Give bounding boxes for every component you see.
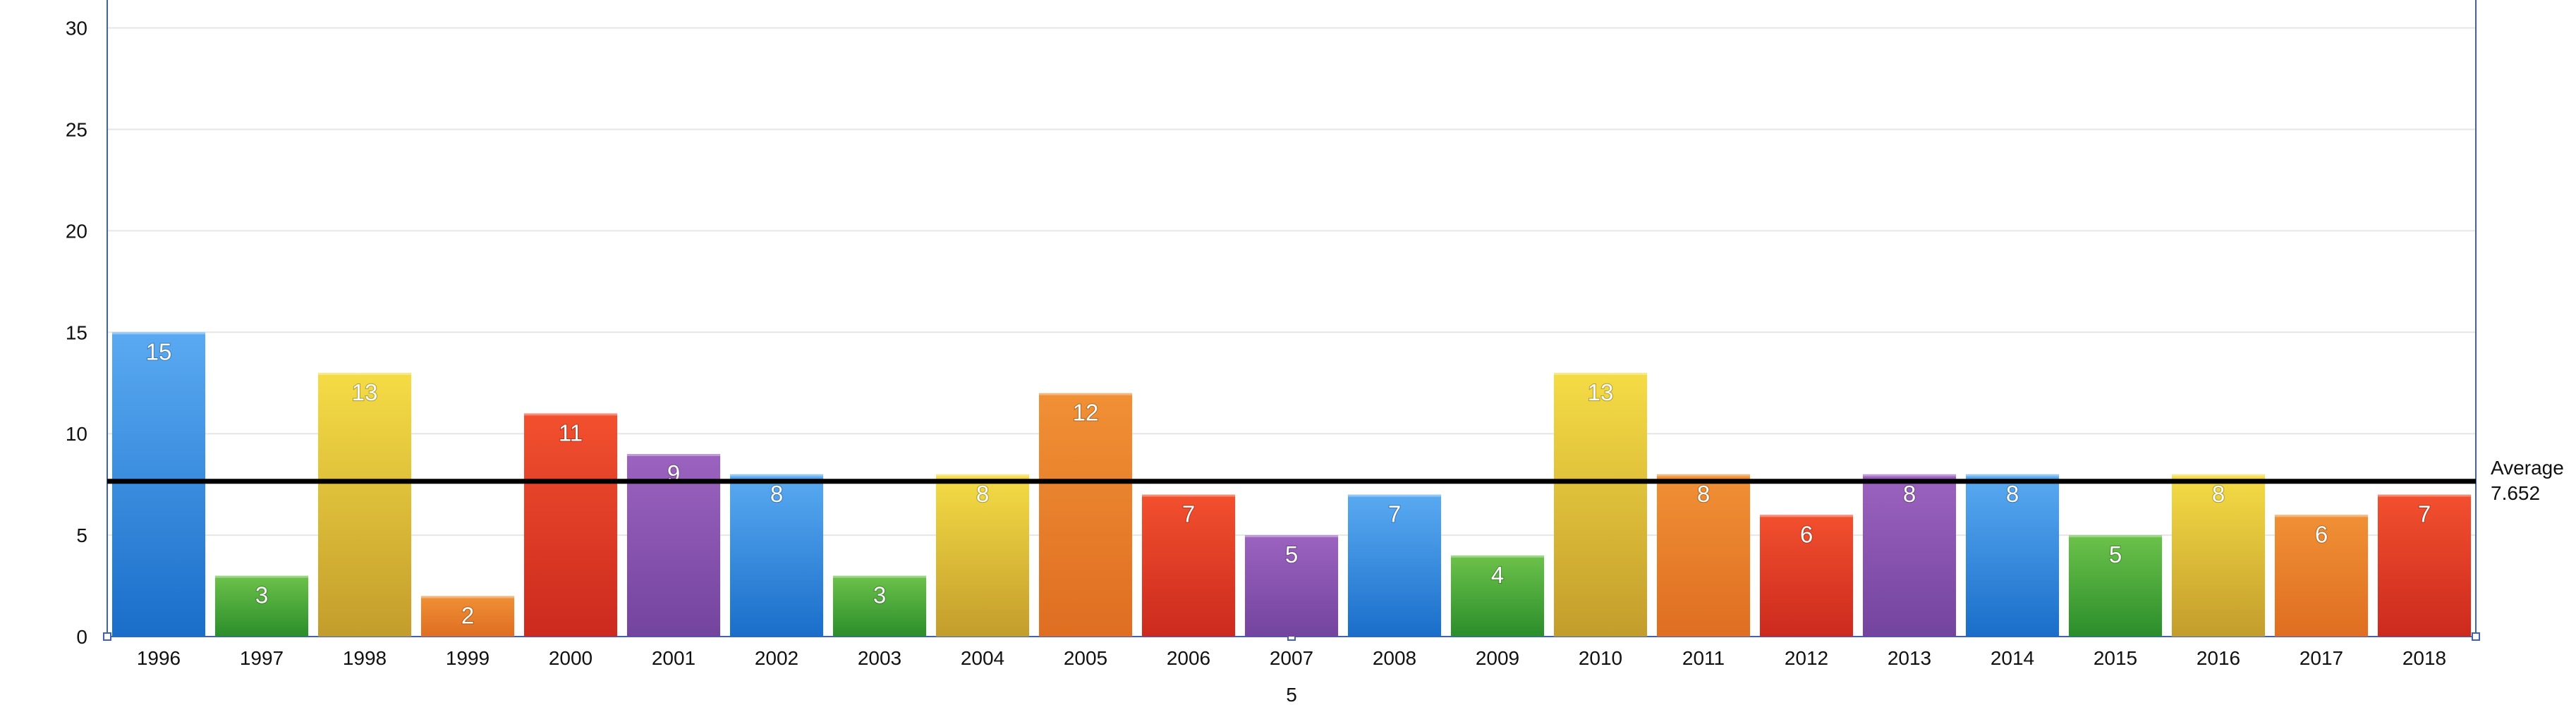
bar-2017 bbox=[2274, 515, 2369, 637]
bar-2015 bbox=[2068, 535, 2163, 637]
bar-value-label: 3 bbox=[873, 582, 886, 608]
x-axis-title: 5 bbox=[1286, 684, 1297, 706]
x-tick-label: 2014 bbox=[1991, 647, 2034, 669]
bar-2004 bbox=[935, 474, 1030, 637]
y-tick-label: 5 bbox=[76, 524, 87, 546]
average-label: Average bbox=[2491, 457, 2564, 479]
x-tick-label: 2007 bbox=[1270, 647, 1313, 669]
bar-1997 bbox=[214, 575, 309, 637]
bar-value-label: 2 bbox=[461, 602, 474, 628]
bar-2014 bbox=[1965, 474, 2060, 637]
y-tick-label: 25 bbox=[66, 119, 87, 141]
bar-2018 bbox=[2377, 494, 2472, 637]
bar-value-label: 7 bbox=[2418, 501, 2431, 527]
average-line-group: Average 7.652 bbox=[107, 457, 2564, 504]
bar-2010 bbox=[1553, 372, 1648, 637]
y-tick-label: 20 bbox=[66, 220, 87, 242]
bar-value-label: 8 bbox=[976, 481, 989, 507]
bar-value-label: 7 bbox=[1182, 501, 1195, 527]
bar-value-label: 13 bbox=[1588, 379, 1614, 405]
x-tick-label: 2001 bbox=[652, 647, 695, 669]
bar-value-label: 5 bbox=[1285, 541, 1298, 567]
selection-handle[interactable] bbox=[2472, 632, 2480, 641]
bar-1999 bbox=[420, 596, 515, 637]
x-tick-label: 2008 bbox=[1373, 647, 1416, 669]
x-tick-label: 2010 bbox=[1579, 647, 1622, 669]
x-tick-label: 2002 bbox=[755, 647, 798, 669]
bar-2003 bbox=[832, 575, 927, 637]
gridlines bbox=[107, 27, 2476, 536]
bar-1996 bbox=[111, 332, 206, 637]
bar-2008 bbox=[1347, 494, 1442, 637]
bar-value-label: 7 bbox=[1388, 501, 1401, 527]
average-value: 7.652 bbox=[2491, 482, 2540, 504]
bar-2009 bbox=[1450, 555, 1545, 637]
x-tick-label: 2013 bbox=[1888, 647, 1931, 669]
bar-2006 bbox=[1141, 494, 1236, 637]
bar-value-label: 8 bbox=[770, 481, 783, 507]
bar-2005 bbox=[1038, 393, 1133, 637]
y-tick-label: 15 bbox=[66, 321, 87, 343]
x-tick-label: 1997 bbox=[240, 647, 284, 669]
bar-value-label: 4 bbox=[1491, 562, 1504, 588]
y-tick-label: 30 bbox=[66, 18, 87, 39]
bar-value-label: 13 bbox=[352, 379, 378, 405]
bar-value-label: 6 bbox=[1800, 521, 1813, 547]
x-tick-label: 2003 bbox=[858, 647, 901, 669]
bar-2007 bbox=[1244, 535, 1339, 637]
bar-1998 bbox=[317, 372, 412, 637]
bar-value-label: 3 bbox=[255, 582, 268, 608]
x-tick-label: 2004 bbox=[961, 647, 1004, 669]
bar-value-label: 8 bbox=[1903, 481, 1916, 507]
y-axis-ticks: 0 5 10 15 20 25 30 bbox=[66, 18, 87, 648]
bar-value-label: 11 bbox=[559, 419, 583, 446]
bar-value-label: 5 bbox=[2109, 541, 2122, 567]
x-tick-label: 2009 bbox=[1476, 647, 1519, 669]
bar-value-label: 12 bbox=[1073, 400, 1099, 426]
bar-value-label: 8 bbox=[1697, 481, 1710, 507]
bar-value-label: 8 bbox=[2212, 481, 2225, 507]
selection-handle[interactable] bbox=[103, 632, 111, 641]
x-tick-label: 2011 bbox=[1682, 647, 1725, 669]
bar-value-label: 8 bbox=[2006, 481, 2019, 507]
bar-2012 bbox=[1759, 515, 1854, 637]
x-axis-ticks: 1996 1997 1998 1999 2000 2001 2002 2003 2004 2005… bbox=[137, 647, 2446, 669]
x-tick-label: 2017 bbox=[2299, 647, 2343, 669]
y-tick-label: 10 bbox=[66, 423, 87, 445]
x-tick-label: 1996 bbox=[137, 647, 181, 669]
bar-2013 bbox=[1862, 474, 1957, 637]
bar-2001 bbox=[626, 453, 721, 637]
x-tick-label: 2005 bbox=[1064, 647, 1107, 669]
bar-2000 bbox=[523, 413, 618, 637]
x-tick-label: 2006 bbox=[1167, 647, 1210, 669]
x-tick-label: 2016 bbox=[2197, 647, 2240, 669]
bar-value-label: 15 bbox=[146, 338, 172, 364]
x-tick-label: 1999 bbox=[446, 647, 490, 669]
x-tick-label: 2015 bbox=[2094, 647, 2137, 669]
x-tick-label: 2012 bbox=[1785, 647, 1828, 669]
bar-2011 bbox=[1656, 474, 1751, 637]
y-tick-label: 0 bbox=[76, 626, 87, 648]
bar-2002 bbox=[729, 474, 824, 637]
x-tick-label: 1998 bbox=[343, 647, 387, 669]
bar-value-label: 6 bbox=[2315, 521, 2328, 547]
x-tick-label: 2000 bbox=[549, 647, 593, 669]
bar-2016 bbox=[2171, 474, 2266, 637]
x-tick-label: 2018 bbox=[2402, 647, 2446, 669]
